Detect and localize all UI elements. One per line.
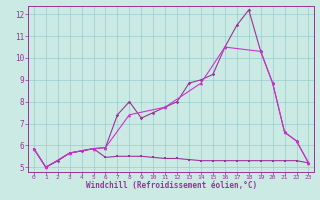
X-axis label: Windchill (Refroidissement éolien,°C): Windchill (Refroidissement éolien,°C) — [85, 181, 257, 190]
